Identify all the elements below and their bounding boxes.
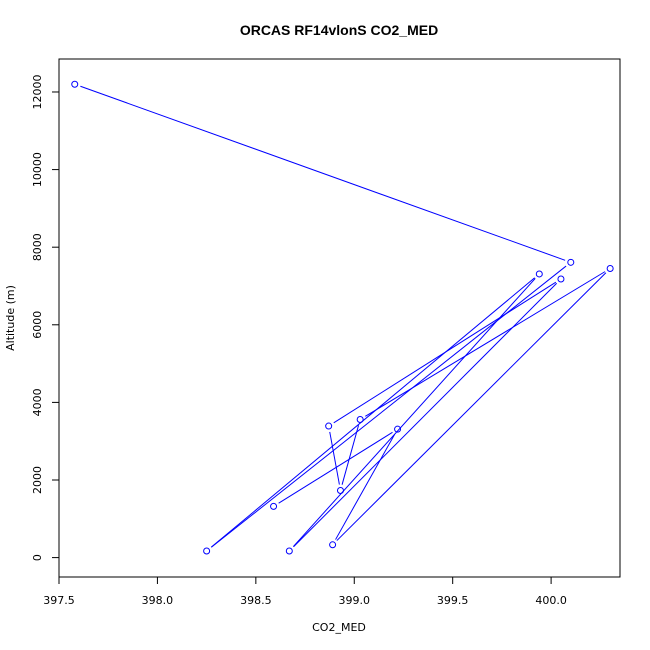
data-point xyxy=(336,486,344,494)
series-segment xyxy=(292,278,536,547)
data-point xyxy=(606,265,614,273)
data-point xyxy=(285,547,293,555)
series-segment xyxy=(80,85,566,261)
x-axis-label: CO2_MED xyxy=(312,621,366,634)
data-point xyxy=(270,502,278,510)
data-point xyxy=(557,275,565,283)
x-tick-label: 398.5 xyxy=(240,594,272,607)
chart-title: ORCAS RF14vlonS CO2_MED xyxy=(240,22,438,38)
series-segment xyxy=(211,265,567,548)
x-tick-label: 400.0 xyxy=(535,594,567,607)
x-tick-label: 398.0 xyxy=(142,594,174,607)
data-point xyxy=(325,422,333,430)
data-point xyxy=(535,270,543,278)
x-axis: 397.5 398.0 398.5 399.0 399.5 400.0 xyxy=(43,576,567,607)
series-segment xyxy=(210,277,536,548)
y-tick-label: 8000 xyxy=(31,233,44,261)
y-tick-label: 2000 xyxy=(31,466,44,494)
x-tick-label: 399.0 xyxy=(339,594,371,607)
y-tick-label: 4000 xyxy=(31,388,44,416)
series-segment xyxy=(329,431,340,485)
series-segment xyxy=(333,281,557,424)
plot-area xyxy=(58,58,621,578)
y-tick-label: 10000 xyxy=(31,152,44,187)
series-segment xyxy=(293,282,558,548)
y-tick-label: 6000 xyxy=(31,311,44,339)
series-segment xyxy=(336,272,607,541)
series-segment xyxy=(278,431,393,504)
data-point xyxy=(203,547,211,555)
x-tick-label: 397.5 xyxy=(43,594,75,607)
data-point xyxy=(71,80,79,88)
series-segment xyxy=(365,271,606,417)
series-segment xyxy=(341,425,360,485)
data-point xyxy=(567,258,575,266)
series-segment xyxy=(335,434,396,540)
data-point xyxy=(329,541,337,549)
y-axis-label: Altitude (m) xyxy=(4,285,17,351)
series-line xyxy=(71,80,614,555)
x-tick-label: 399.5 xyxy=(437,594,469,607)
data-point xyxy=(356,415,364,423)
y-axis: 0 2000 4000 6000 8000 10000 12000 xyxy=(31,74,60,561)
y-tick-label: 12000 xyxy=(31,74,44,109)
y-tick-label: 0 xyxy=(31,554,44,561)
data-point xyxy=(394,425,402,433)
